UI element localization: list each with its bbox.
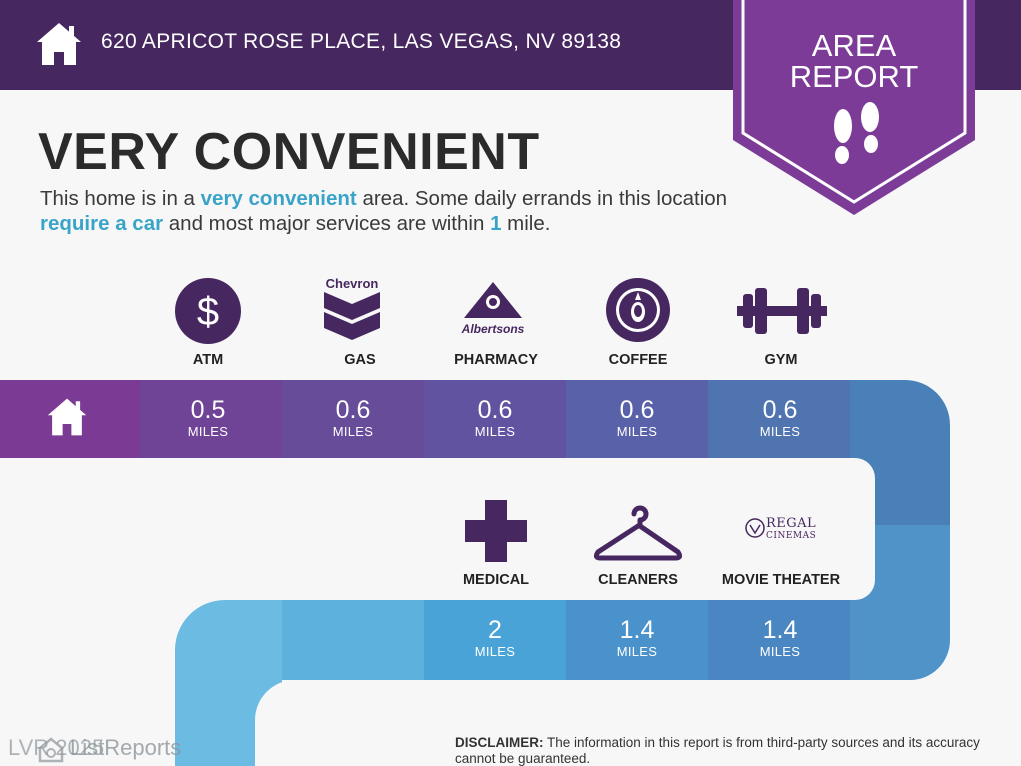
service-label-coffee: COFFEE — [608, 352, 668, 368]
summary-highlight: very convenient — [200, 187, 357, 210]
svg-text:$: $ — [197, 290, 219, 334]
distance-value: 2 — [488, 616, 502, 644]
regal-brand-label: REGAL — [766, 516, 817, 531]
chevron-brand-label: Chevron — [325, 276, 379, 291]
distance-value: 0.6 — [477, 396, 513, 424]
disclaimer: DISCLAIMER: The information in this repo… — [455, 735, 995, 766]
area-report-badge — [733, 0, 975, 215]
distance-value: 1.4 — [619, 616, 655, 644]
summary-part: area. Some daily errands in this locatio… — [356, 187, 728, 210]
distance-unit: MILES — [332, 424, 374, 439]
distance-value: 0.6 — [762, 396, 798, 424]
distance-cell-movie-theater: 1.4 MILES — [709, 616, 851, 660]
atm-icon: $ — [175, 278, 241, 344]
service-label-movie-theater: MOVIE THEATER — [721, 572, 841, 588]
service-label-gas: GAS — [344, 352, 376, 368]
listreports-brand: ListReports — [70, 735, 182, 760]
distance-value: 0.6 — [619, 396, 655, 424]
badge-title: AREA REPORT — [733, 30, 975, 92]
distance-cell-atm: 0.5 MILES — [137, 396, 279, 440]
service-label-pharmacy: PHARMACY — [454, 352, 538, 368]
disclaimer-text: The information in this report is from t… — [455, 735, 980, 766]
summary-part: This home is in a — [40, 187, 201, 210]
home-icon — [47, 398, 87, 436]
distance-unit: MILES — [616, 644, 658, 659]
regal-crest-icon — [745, 518, 765, 538]
distance-cell-gym: 0.6 MILES — [709, 396, 851, 440]
mls-watermark: LVR 2025 — [8, 735, 105, 760]
medical-cross-icon — [465, 500, 527, 562]
page-title: VERY CONVENIENT — [38, 123, 540, 181]
service-label-atm: ATM — [192, 352, 224, 368]
dumbbell-icon — [737, 288, 827, 334]
albertsons-logo-icon — [464, 282, 522, 318]
service-label-medical: MEDICAL — [462, 572, 530, 588]
chevron-logo-icon — [324, 292, 380, 340]
albertsons-brand-label: Albertsons — [461, 322, 525, 336]
summary-highlight: 1 — [490, 212, 502, 235]
property-address: 620 APRICOT ROSE PLACE, LAS VEGAS, NV 89… — [101, 30, 622, 53]
distance-cell-gas: 0.6 MILES — [282, 396, 424, 440]
hanger-icon — [594, 505, 682, 561]
distance-unit: MILES — [474, 424, 516, 439]
summary-part: mile. — [501, 212, 551, 235]
distance-unit: MILES — [474, 644, 516, 659]
regal-brand-sub: CINEMAS — [766, 531, 817, 541]
listreports-logo-icon — [38, 737, 64, 763]
distance-cell-medical: 2 MILES — [424, 616, 566, 660]
regal-brand: REGAL CINEMAS — [766, 516, 817, 542]
badge-line-1: AREA — [811, 28, 897, 63]
footprints-icon — [834, 102, 879, 164]
distance-unit: MILES — [759, 424, 801, 439]
summary-highlight: require a car — [40, 212, 164, 235]
distance-cell-cleaners: 1.4 MILES — [566, 616, 708, 660]
distance-unit: MILES — [759, 644, 801, 659]
distance-cell-pharmacy: 0.6 MILES — [424, 396, 566, 440]
distance-value: 0.5 — [190, 396, 226, 424]
summary-text: This home is in a very convenient area. … — [40, 186, 740, 236]
summary-part: and most major services are within — [163, 212, 491, 235]
starbucks-logo-icon — [606, 278, 670, 342]
distance-unit: MILES — [616, 424, 658, 439]
distance-cell-coffee: 0.6 MILES — [566, 396, 708, 440]
badge-line-2: REPORT — [789, 59, 919, 94]
distance-value: 1.4 — [762, 616, 798, 644]
service-label-cleaners: CLEANERS — [598, 572, 678, 588]
home-icon — [37, 23, 81, 65]
distance-unit: MILES — [187, 424, 229, 439]
disclaimer-label: DISCLAIMER: — [455, 735, 544, 750]
distance-value: 0.6 — [335, 396, 371, 424]
service-label-gym: GYM — [764, 352, 798, 368]
